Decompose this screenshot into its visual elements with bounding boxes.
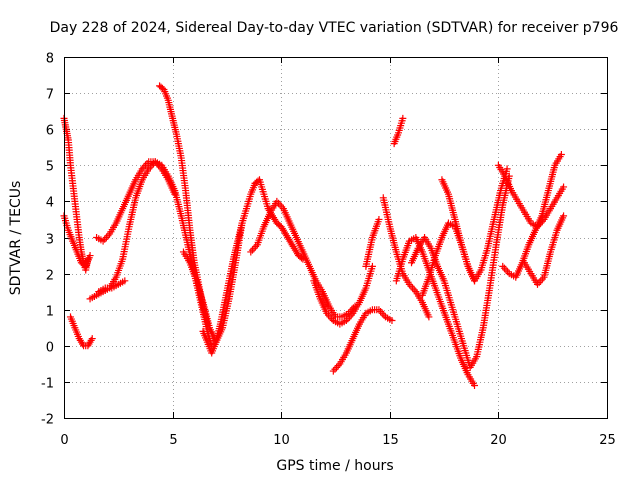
x-tick-label: 0 (60, 433, 68, 448)
chart-title: Day 228 of 2024, Sidereal Day-to-day VTE… (50, 20, 619, 36)
x-axis-label: GPS time / hours (276, 458, 393, 474)
data-point (560, 183, 568, 191)
series-track-o (390, 114, 407, 148)
series-track-c (67, 313, 96, 350)
data-point (425, 313, 433, 321)
data-point (375, 215, 383, 223)
data-point (329, 367, 337, 375)
data-point (557, 150, 565, 158)
series-track-i (199, 179, 259, 357)
x-tick-label: 20 (490, 433, 507, 448)
data-point-fill (500, 264, 508, 272)
y-tick-label: 6 (46, 124, 54, 139)
data-point-fill (248, 246, 256, 254)
y-tick-label: 1 (46, 305, 54, 320)
data-point-fill (502, 266, 510, 274)
data-point-fill (101, 235, 109, 243)
y-tick-label: 5 (46, 160, 54, 175)
data-point (121, 277, 129, 285)
data-point (471, 277, 479, 285)
data-point (88, 335, 96, 343)
series-track-n (362, 215, 383, 270)
x-tick-label: 25 (599, 433, 616, 448)
series-track-q (392, 234, 479, 390)
data-point-fill (276, 201, 284, 209)
series-track-j (251, 176, 307, 263)
data-point-fill (537, 277, 545, 285)
y-tick-label: 4 (46, 196, 54, 211)
grid (64, 57, 607, 418)
data-point (247, 248, 255, 256)
data-point-fill (333, 363, 341, 371)
series-track-b (60, 212, 94, 270)
axis-ticks (64, 57, 608, 419)
series-track-l (310, 262, 376, 328)
series-track-w (520, 212, 568, 288)
x-tick-label: 10 (273, 433, 290, 448)
data-point-fill (409, 284, 417, 292)
data-point (503, 165, 511, 173)
data-point (388, 317, 396, 325)
data-point (471, 382, 479, 390)
data-point (368, 262, 376, 270)
series-track-t (438, 176, 479, 285)
y-tick-label: 7 (46, 88, 54, 103)
y-axis-label: SDTVAR / TECUs (8, 181, 24, 296)
x-tick-label: 15 (382, 433, 399, 448)
y-tick-label: 2 (46, 269, 54, 284)
series-track-m (329, 306, 396, 375)
series-track-e (95, 277, 129, 296)
data-point-fill (250, 244, 258, 252)
y-tick-label: 0 (46, 341, 54, 356)
y-tick-label: 8 (46, 52, 54, 67)
data-point (560, 212, 568, 220)
series-track-f (93, 158, 216, 350)
y-tick-label: -1 (41, 377, 54, 392)
series-track-p (379, 194, 433, 321)
data-point (399, 114, 407, 122)
x-tick-label: 5 (169, 433, 177, 448)
plot-frame (64, 57, 608, 419)
data-point (499, 262, 507, 270)
y-tick-label: -2 (41, 413, 54, 428)
data-point-fill (331, 365, 339, 373)
data-point (86, 252, 94, 260)
data-point-fill (377, 308, 385, 316)
data-marks (60, 82, 568, 390)
y-tick-label: 3 (46, 233, 54, 248)
axis-tick-labels: -2 -1 0 1 2 3 4 5 6 7 8 0 5 10 15 20 25 (41, 52, 616, 449)
series-track-v (499, 150, 565, 281)
